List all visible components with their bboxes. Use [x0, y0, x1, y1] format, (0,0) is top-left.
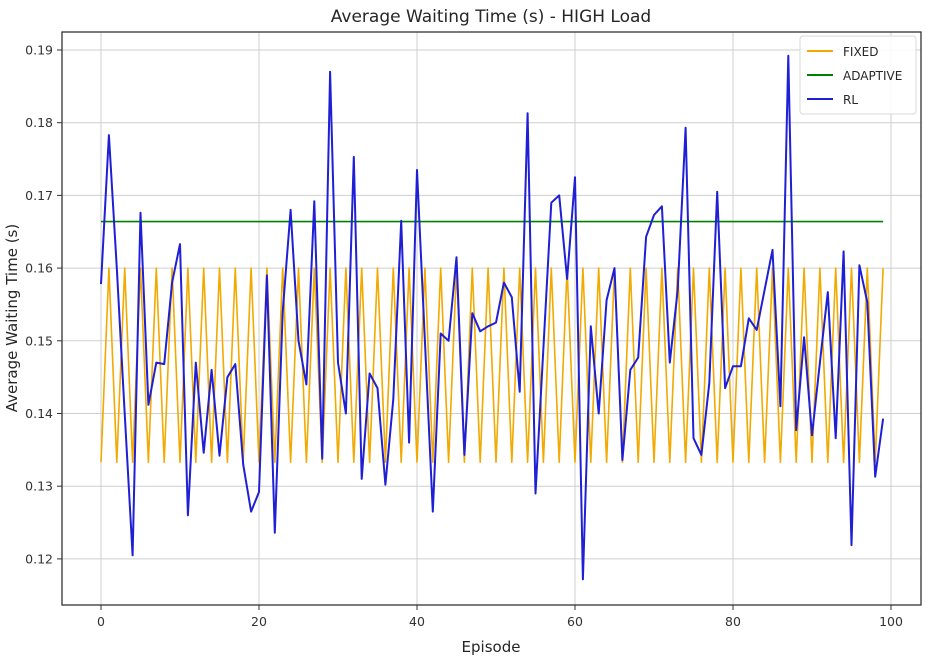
- series-line-fixed: [100, 267, 884, 464]
- series-line-rl: [100, 54, 885, 581]
- x-axis-ticks: 0 20 40 60 80 100: [97, 605, 903, 629]
- y-tick-label: 0.14: [25, 406, 53, 421]
- y-tick-label: 0.15: [25, 333, 53, 348]
- x-axis-label: Episode: [462, 638, 521, 656]
- legend-box: [799, 35, 917, 115]
- legend-label-adaptive: ADAPTIVE: [843, 69, 902, 83]
- x-tick-label: 100: [879, 614, 903, 629]
- y-tick-label: 0.19: [25, 43, 53, 58]
- series-group: [100, 54, 885, 581]
- y-axis-ticks: 0.12 0.13 0.14 0.15 0.16 0.17 0.18 0.19: [25, 43, 62, 566]
- x-tick-label: 0: [97, 614, 105, 629]
- chart-title: Average Waiting Time (s) - HIGH Load: [331, 7, 651, 27]
- y-axis-label: Average Waiting Time (s): [3, 224, 21, 412]
- legend: FIXED ADAPTIVE RL: [799, 35, 917, 115]
- grid-lines: [62, 32, 921, 605]
- plot-area-frame: [61, 31, 922, 606]
- x-tick-label: 40: [409, 614, 425, 629]
- legend-label-fixed: FIXED: [843, 45, 878, 59]
- y-tick-label: 0.18: [25, 115, 53, 130]
- y-tick-label: 0.17: [25, 188, 53, 203]
- y-tick-label: 0.16: [25, 261, 53, 276]
- y-tick-label: 0.12: [25, 551, 53, 566]
- legend-label-rl: RL: [843, 93, 858, 107]
- x-tick-label: 80: [725, 614, 741, 629]
- x-tick-label: 60: [567, 614, 583, 629]
- x-tick-label: 20: [251, 614, 267, 629]
- y-tick-label: 0.13: [25, 479, 53, 494]
